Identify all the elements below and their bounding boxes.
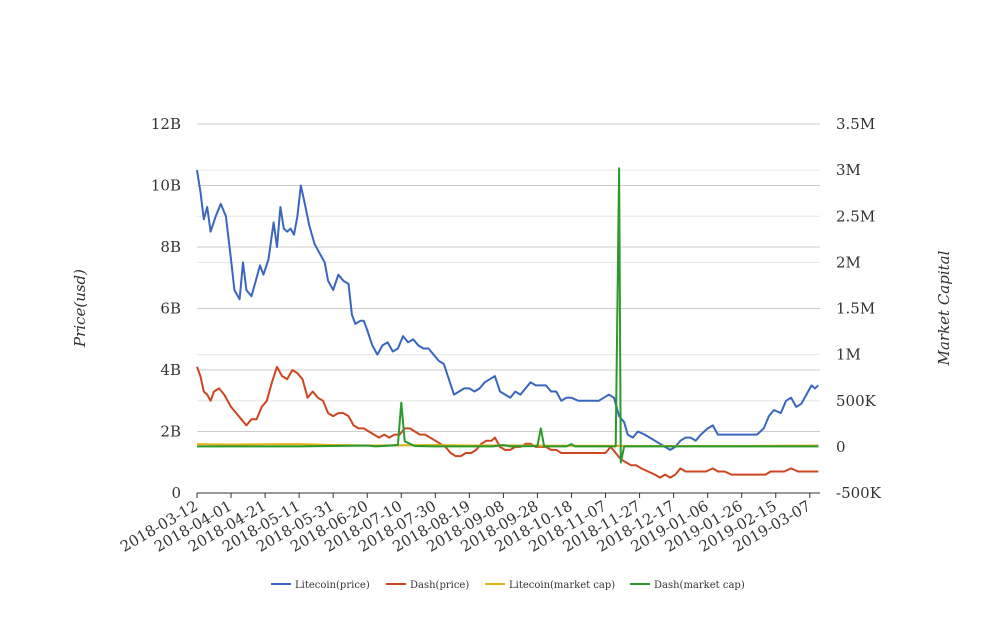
- axes: 0 2B 4B 6B 8B 10B 12B -500K 0 500K 1M 1.5M 2M 2.5M 3M 3…: [117, 115, 882, 556]
- left-axis-tick-label: 8B: [160, 238, 181, 256]
- left-axis-title: Price(usd): [71, 269, 89, 348]
- legend-item[interactable]: Litecoin(price): [271, 580, 370, 591]
- right-axis-tick-label: 1.5M: [836, 300, 875, 318]
- right-axis-tick-label: 3M: [836, 161, 861, 179]
- grid-lines: [197, 123, 820, 494]
- left-axis-tick-label: 0: [171, 484, 181, 502]
- series-lines: [196, 167, 819, 479]
- right-axis-tick-label: 0: [836, 438, 846, 456]
- legend-label: Litecoin(market cap): [509, 580, 615, 591]
- legend-label: Dash(price): [410, 580, 469, 591]
- left-axis-tick-label: 6B: [160, 300, 181, 318]
- right-axis-tick-label: -500K: [836, 484, 882, 502]
- right-axis-tick-label: 3.5M: [836, 115, 875, 133]
- legend-label: Dash(market cap): [654, 580, 745, 591]
- left-axis-tick-label: 4B: [160, 361, 181, 379]
- left-axis-tick-label: 2B: [160, 423, 181, 441]
- legend-item[interactable]: Dash(market cap): [630, 580, 745, 591]
- right-axis-tick-label: 2M: [836, 253, 861, 271]
- left-axis-tick-label: 10B: [151, 177, 181, 195]
- legend-item[interactable]: Litecoin(market cap): [485, 580, 615, 591]
- series-line-dash-price: [196, 365, 819, 479]
- left-axis-tick-label: 12B: [151, 115, 181, 133]
- legend-label: Litecoin(price): [295, 580, 370, 591]
- right-axis-tick-label: 1M: [836, 346, 861, 364]
- right-axis-title: Market Capital: [935, 250, 953, 366]
- series-line-dash-market-cap: [197, 167, 819, 464]
- legend: Litecoin(price) Dash(price) Litecoin(marke…: [271, 580, 745, 591]
- right-axis-tick-label: 500K: [836, 392, 877, 410]
- right-axis-tick-label: 2.5M: [836, 207, 875, 225]
- series-line-litecoin-price: [196, 169, 819, 451]
- legend-item[interactable]: Dash(price): [386, 580, 469, 591]
